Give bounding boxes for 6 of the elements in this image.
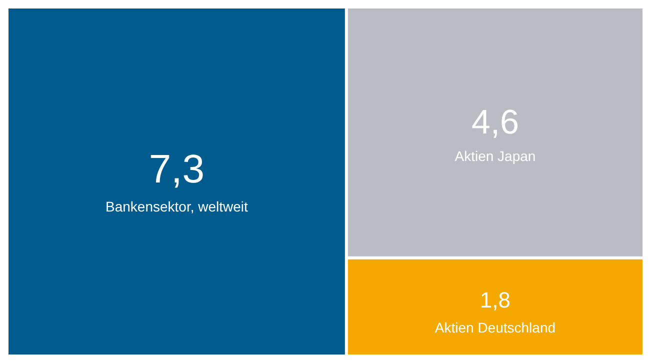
category-label: Bankensektor, weltweit (106, 198, 248, 214)
data-label: 4,6 (471, 103, 519, 142)
data-label: 1,8 (480, 287, 511, 312)
category-label: Aktien Japan (454, 148, 536, 164)
data-label: 7,3 (148, 148, 205, 192)
category-label: Aktien Deutschland (434, 319, 556, 336)
